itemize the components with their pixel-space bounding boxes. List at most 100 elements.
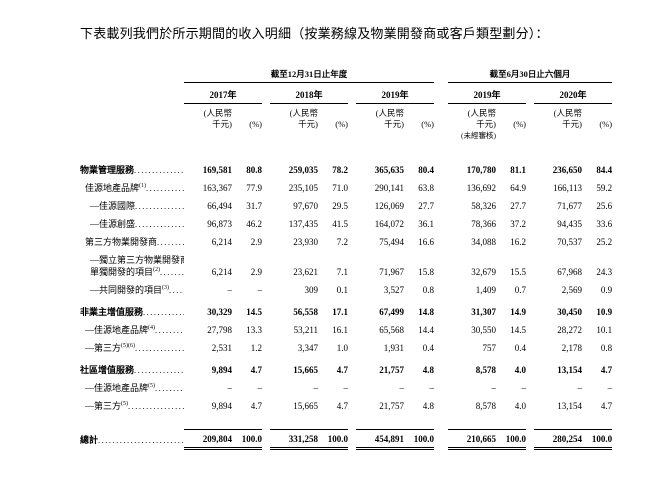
leader-dots <box>160 266 184 278</box>
cell-amount: 28,272 <box>557 325 583 335</box>
cell-percent: 25.6 <box>596 201 613 211</box>
column-gap <box>526 157 534 179</box>
cell-amount: 137,435 <box>288 219 318 229</box>
cell-amount: – <box>227 285 233 295</box>
cell-amount: 9,894 <box>211 401 232 411</box>
column-gap <box>348 157 356 179</box>
cell-amount: 97,670 <box>293 201 318 211</box>
column-gap <box>434 357 448 379</box>
row-label: 第三方物業開發商 <box>85 237 158 247</box>
row-label: —佳源國際 <box>90 201 136 211</box>
cell-amount: 454,891 <box>356 429 404 450</box>
footnote-marker: (3) <box>162 285 170 291</box>
column-gap <box>526 179 534 197</box>
column-gap <box>262 233 270 251</box>
cell-percent: – <box>257 285 263 295</box>
cell-percent: 10.9 <box>596 307 613 317</box>
cell-amount: 126,069 <box>374 201 404 211</box>
cell-percent: 14.4 <box>418 325 435 335</box>
cell-amount: 32,679 <box>471 267 497 277</box>
column-gap <box>434 68 448 83</box>
row-label: 社區增值服務 <box>80 365 135 375</box>
column-gap <box>262 299 270 321</box>
column-gap <box>348 397 356 415</box>
cell-percent: 17.1 <box>332 307 348 317</box>
row-label-cell: —共同開發的項目(3) <box>80 281 184 299</box>
cell-amount: 1,409 <box>475 285 497 295</box>
column-gap <box>262 281 270 299</box>
cell-percent: 4.0 <box>514 401 527 411</box>
cell-amount: 309 <box>304 285 319 295</box>
table-row: 社區增值服務 9,894 4.7 15,665 4.7 21,757 4.8 8,578 4.0… <box>80 357 612 379</box>
cell-amount: 56,558 <box>293 307 318 317</box>
cell-amount: 67,968 <box>557 267 583 277</box>
cell-percent: – <box>429 383 435 393</box>
cell-amount: 170,780 <box>466 165 497 175</box>
cell-amount: 78,366 <box>471 219 497 229</box>
cell-percent: 4.7 <box>600 365 613 375</box>
cell-percent: 31.7 <box>246 201 262 211</box>
cell-amount: 236,650 <box>552 165 583 175</box>
column-gap <box>348 430 356 449</box>
cell-amount: 365,635 <box>374 165 404 175</box>
cell-amount: – <box>313 383 319 393</box>
cell-percent: 2.9 <box>250 237 262 247</box>
cell-percent: 33.6 <box>596 219 613 229</box>
unit-rmb-2019-interim: (人民幣 千元) (未經審核) <box>448 104 496 158</box>
cell-amount: 280,254 <box>534 429 583 450</box>
column-gap <box>434 157 448 179</box>
row-label-cell: —佳源地產品牌(4) <box>80 321 184 339</box>
cell-amount: 15,665 <box>293 365 318 375</box>
column-gap <box>526 233 534 251</box>
cell-percent: 27.7 <box>418 201 435 211</box>
cell-percent: 0.1 <box>336 285 348 295</box>
cell-amount: 13,154 <box>557 365 583 375</box>
cell-percent: 16.6 <box>418 237 435 247</box>
table-row: —共同開發的項目(3) – – 309 0.1 3,527 0.8 1,409 0.7 2,569… <box>80 281 612 299</box>
empty-corner-cell <box>80 68 184 83</box>
cell-percent: 4.7 <box>336 365 348 375</box>
cell-percent: 1.2 <box>250 343 262 353</box>
column-gap <box>434 299 448 321</box>
cell-amount: 164,072 <box>374 219 404 229</box>
year-header-2020-interim: 2020年 <box>534 82 613 104</box>
row-label-cell: —佳源創盛 <box>80 215 184 233</box>
cell-percent: 37.2 <box>510 219 527 229</box>
cell-amount: 23,930 <box>293 237 318 247</box>
column-gap <box>262 339 270 357</box>
leader-dots <box>169 284 184 296</box>
cell-amount: 96,873 <box>207 219 232 229</box>
row-label: 物業管理服務 <box>80 165 135 175</box>
cell-percent: 0.8 <box>422 285 435 295</box>
cell-amount: 210,665 <box>448 429 497 450</box>
unit-rmb-2020-interim: (人民幣 千元) <box>553 108 583 129</box>
leader-dots <box>155 382 184 394</box>
cell-percent: 100.0 <box>232 429 262 450</box>
cell-percent: 0.4 <box>422 343 435 353</box>
cell-amount: 21,757 <box>379 365 404 375</box>
cell-percent: 0.9 <box>600 285 613 295</box>
cell-amount: 209,804 <box>184 429 232 450</box>
footnote-marker: (2) <box>153 267 161 273</box>
cell-amount: 66,494 <box>207 201 232 211</box>
column-gap <box>348 233 356 251</box>
column-gap <box>348 281 356 299</box>
column-gap <box>434 281 448 299</box>
cell-percent: 4.8 <box>422 365 435 375</box>
year-header-2017: 2017年 <box>184 82 262 104</box>
footnote-marker: (5) <box>121 401 129 407</box>
cell-amount: 67,499 <box>379 307 404 317</box>
column-gap <box>526 339 534 357</box>
cell-percent: 100.0 <box>404 429 435 450</box>
row-label-cell: 社區增值服務 <box>80 357 184 379</box>
cell-amount: 757 <box>482 343 497 353</box>
row-label-cell: —第三方(5)(6) <box>80 339 184 357</box>
row-label-cell: 物業管理服務 <box>80 157 184 179</box>
cell-percent: 7.1 <box>336 267 348 277</box>
cell-amount: 23,621 <box>293 267 318 277</box>
cell-amount: – <box>491 383 497 393</box>
cell-percent: 4.7 <box>250 401 262 411</box>
cell-percent: 25.2 <box>596 237 613 247</box>
unit-pct-2020-interim: (%) <box>599 119 613 129</box>
